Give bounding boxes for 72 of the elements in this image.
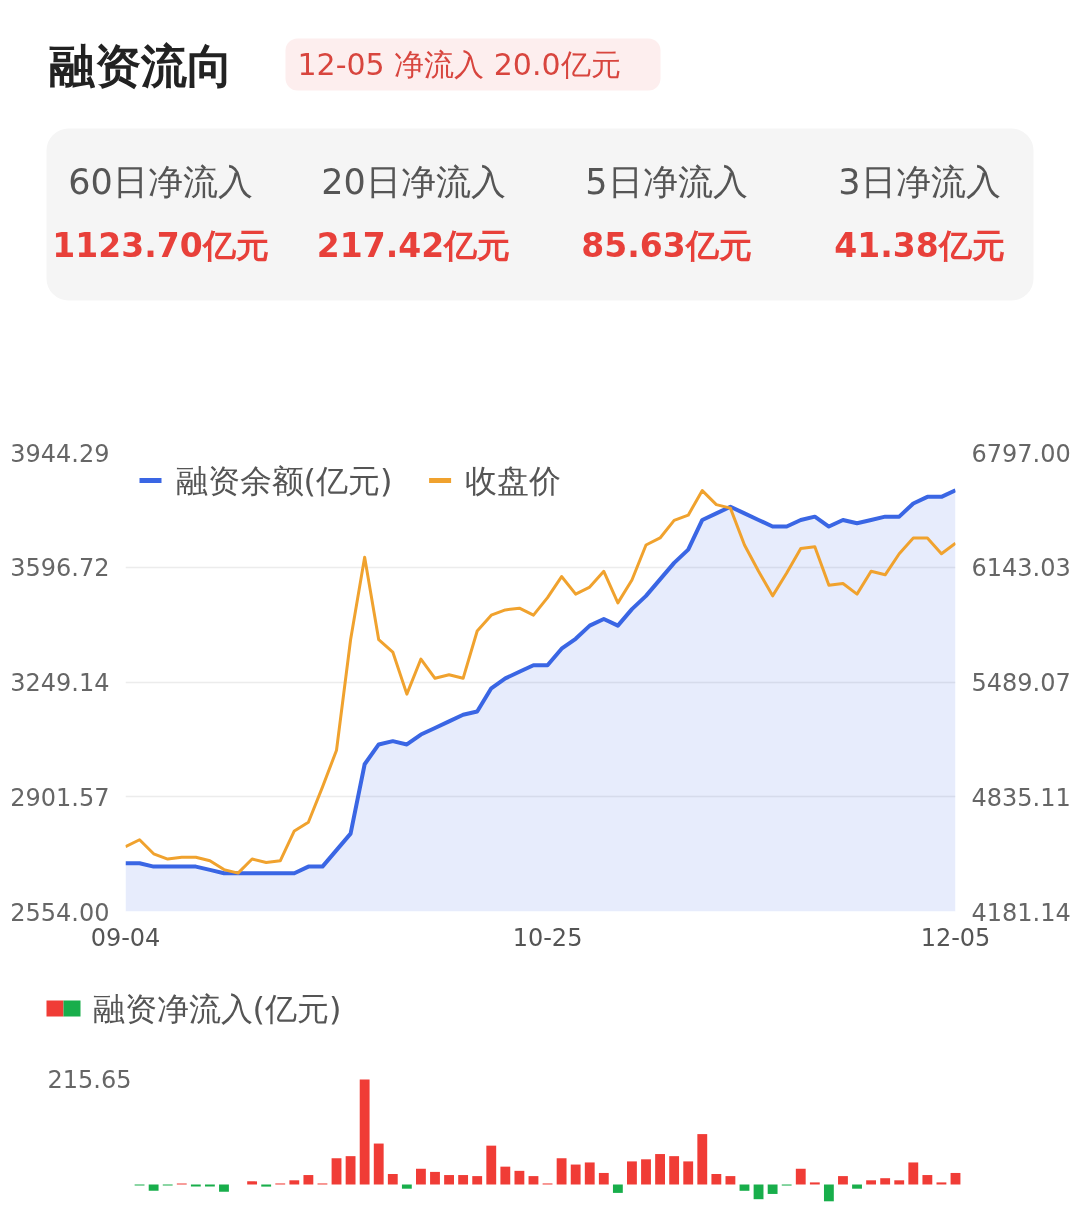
y-tick-label: 3596.72 [10, 554, 110, 583]
text: 85.63亿元 [581, 226, 752, 265]
bar [570, 1164, 581, 1185]
text: 1123.70亿元 [52, 226, 269, 265]
text: 3日净流入 [838, 161, 1001, 202]
bar [908, 1162, 919, 1185]
bar [204, 1184, 215, 1187]
bar [556, 1158, 567, 1185]
bar [190, 1184, 201, 1187]
text: 60日净流入 [68, 161, 253, 202]
bar [219, 1184, 229, 1192]
bar [148, 1184, 159, 1191]
y-tick-label: 3249.14 [10, 669, 110, 697]
bar [514, 1170, 525, 1185]
y2-tick-label: 6797.00 [971, 439, 1071, 468]
legend-label: 收盘价 [465, 461, 562, 500]
bar [387, 1174, 398, 1185]
text: 41.38亿元 [834, 226, 1005, 265]
bar [655, 1154, 665, 1185]
bar [669, 1156, 680, 1185]
bar [809, 1182, 820, 1185]
bar [430, 1171, 440, 1185]
y2-tick-label: 6143.03 [971, 554, 1071, 583]
bar [598, 1172, 609, 1185]
bar [866, 1180, 877, 1185]
bar [486, 1145, 497, 1185]
legend-label: 融资余额(亿元) [175, 461, 393, 500]
bar [345, 1156, 356, 1185]
bar [838, 1176, 848, 1185]
bar [627, 1161, 637, 1185]
bar [641, 1159, 651, 1185]
bar [823, 1184, 834, 1202]
text: 20日净流入 [321, 161, 506, 202]
bar [359, 1079, 370, 1185]
y2-tick-label: 5489.07 [971, 669, 1071, 697]
bar [922, 1175, 933, 1185]
bar [289, 1180, 300, 1185]
bar [444, 1175, 454, 1185]
bar [458, 1175, 469, 1185]
text: 融资流向 [48, 38, 233, 93]
bar [725, 1176, 736, 1185]
bar [767, 1184, 778, 1194]
bar [697, 1134, 708, 1185]
bar [852, 1184, 862, 1189]
bar [303, 1175, 314, 1185]
bar [416, 1168, 426, 1185]
bar [612, 1184, 623, 1193]
bar [500, 1166, 511, 1185]
bar [331, 1158, 342, 1185]
bar [401, 1184, 412, 1189]
bar [247, 1181, 258, 1185]
text: 217.42亿元 [316, 226, 511, 265]
legend-label: 融资净流入(亿元) [92, 989, 342, 1028]
bar [373, 1143, 384, 1185]
annotation: 215.65 [47, 1065, 132, 1094]
text: 5日净流入 [585, 161, 748, 202]
bar [261, 1184, 272, 1187]
text: 12-05 净流入 20.0亿元 [297, 47, 621, 82]
bar [472, 1176, 483, 1185]
bar [894, 1180, 905, 1185]
bar [795, 1168, 806, 1185]
bar [528, 1176, 539, 1185]
y-tick-label: 2901.57 [10, 783, 110, 812]
bar [683, 1161, 694, 1185]
bar [880, 1178, 891, 1185]
bar [584, 1162, 595, 1185]
bar [936, 1182, 947, 1185]
x-tick-label: 10-25 [512, 923, 583, 952]
bar [950, 1172, 961, 1185]
y-tick-label: 3944.29 [10, 439, 110, 468]
bar [711, 1174, 722, 1185]
y2-tick-label: 4835.11 [971, 783, 1071, 812]
